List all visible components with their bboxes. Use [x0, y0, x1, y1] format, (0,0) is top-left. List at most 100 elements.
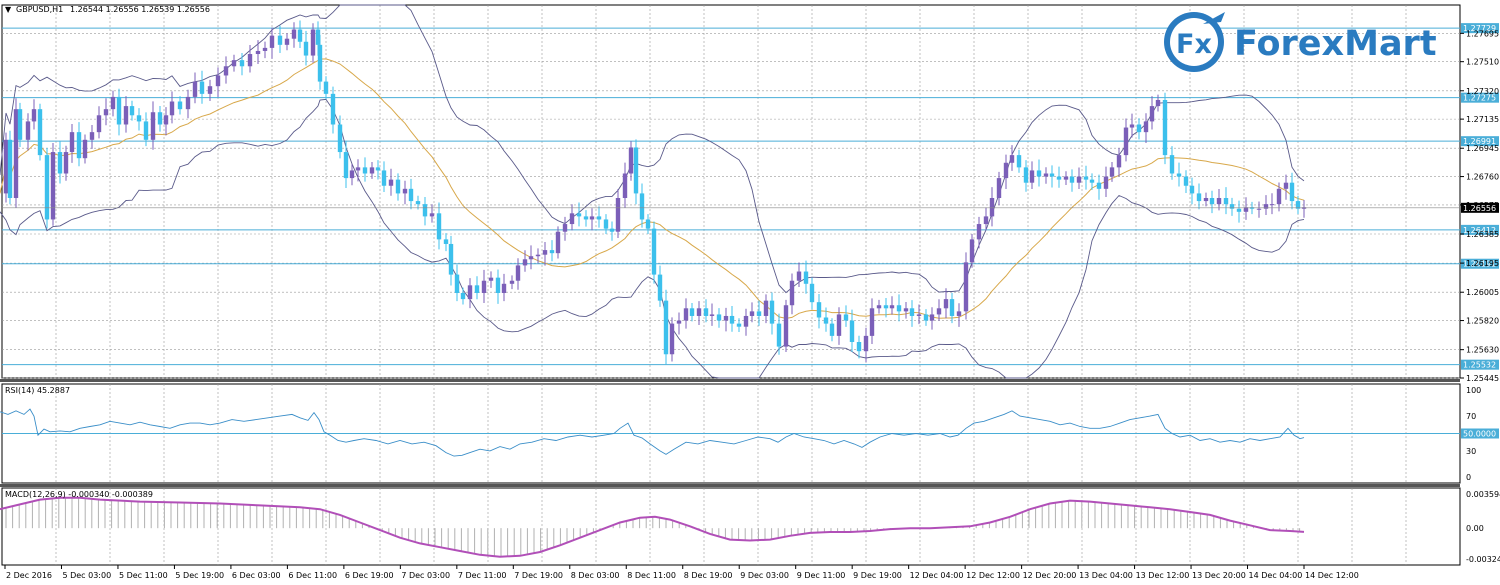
candle-bear	[1049, 173, 1055, 177]
candle-bull	[796, 271, 802, 281]
candle-bull	[903, 308, 909, 312]
candle-bull	[562, 224, 568, 232]
candle-bull	[783, 305, 789, 347]
candle-bull	[1043, 173, 1049, 177]
candle-bull	[542, 250, 548, 255]
candle-bear	[703, 308, 709, 316]
candle-bull	[349, 170, 355, 179]
candle-bull	[535, 254, 541, 257]
candle-bull	[555, 231, 561, 254]
candle-bull	[123, 106, 129, 125]
candle-bull	[1155, 99, 1161, 107]
candle-bull	[763, 300, 769, 316]
rsi-level-box	[1461, 428, 1499, 439]
level-label: 1.27729	[1463, 24, 1496, 33]
candle-bull	[185, 96, 191, 110]
candle-bull	[976, 224, 982, 240]
candle-bull	[509, 280, 515, 284]
time-tick-label: 12 Dec 04:00	[910, 571, 964, 580]
time-tick-label: 13 Dec 12:00	[1136, 571, 1190, 580]
candle-bull	[150, 112, 156, 140]
candle-bear	[603, 219, 609, 229]
price-tick-label: 1.27510	[1466, 58, 1499, 67]
current-price-box	[1461, 202, 1499, 213]
candle-bear	[843, 314, 849, 321]
time-tick-label: 5 Dec 03:00	[62, 571, 111, 580]
bollinger-bands	[0, 4, 1305, 379]
logo-mark: Fx	[1176, 29, 1212, 60]
chart-title: GBPUSD,H1	[16, 5, 63, 14]
candle-bull	[1003, 162, 1009, 179]
candle-bear	[37, 109, 43, 156]
candle-bull	[1009, 155, 1015, 163]
candles	[3, 20, 1307, 365]
candle-bull	[996, 178, 1002, 199]
candle-bull	[1029, 170, 1035, 183]
candle-bear	[362, 167, 368, 174]
candle-bull	[1256, 208, 1262, 210]
candle-bull	[25, 121, 31, 140]
rsi-panel: 50.0000	[0, 408, 1499, 457]
candle-bear	[177, 101, 183, 110]
candle-bull	[1149, 106, 1155, 122]
candle-bull	[1076, 176, 1082, 183]
candle-bull	[528, 256, 534, 260]
candle-bull	[69, 132, 75, 153]
chart-menu-icon[interactable]: ▼	[5, 5, 12, 14]
candle-bear	[1236, 208, 1242, 212]
candle-bear	[1136, 124, 1142, 133]
candle-bear	[443, 239, 449, 244]
candle-bear	[330, 93, 336, 125]
candle-bear	[408, 188, 414, 202]
candle-bear	[736, 323, 742, 327]
time-tick-label: 6 Dec 19:00	[345, 571, 394, 580]
rsi-tick-label: 30	[1466, 447, 1476, 456]
candle-bear	[1083, 176, 1089, 180]
candle-bull	[1109, 167, 1115, 177]
candle-bear	[549, 250, 555, 254]
candle-bull	[889, 305, 895, 309]
time-tick-label: 9 Dec 03:00	[740, 571, 789, 580]
candle-bull	[969, 239, 975, 263]
candle-bear	[116, 96, 122, 125]
candle-bear	[633, 147, 639, 194]
candle-bull	[467, 285, 473, 300]
candle-bull	[82, 139, 88, 159]
candle-bull	[31, 109, 37, 122]
candle-bear	[239, 60, 245, 67]
price-tick-label: 1.27135	[1466, 115, 1499, 124]
candle-bull	[515, 265, 521, 281]
candle-bull	[310, 29, 316, 56]
price-tick-label: 1.26005	[1466, 288, 1499, 297]
candle-bear	[375, 167, 381, 171]
candle-bear	[454, 274, 460, 293]
time-tick-label: 5 Dec 11:00	[119, 571, 168, 580]
time-tick-label: 5 Dec 19:00	[175, 571, 224, 580]
price-tick-label: 1.27695	[1466, 29, 1499, 38]
rsi-level-label: 50.0000	[1463, 430, 1496, 439]
rsi-tick-label: 70	[1466, 412, 1476, 421]
candle-bear	[199, 81, 205, 94]
candle-bull	[488, 277, 494, 281]
candle-bull	[869, 308, 875, 336]
candle-bear	[7, 139, 13, 199]
time-tick-label: 9 Dec 11:00	[797, 571, 846, 580]
candle-bear	[57, 152, 63, 174]
candle-bull	[723, 315, 729, 321]
axes: 1.27695 1.27510 1.27320 1.27135 1.26945 1.267…	[2, 29, 1500, 580]
candle-bull	[481, 280, 487, 293]
candle-bull	[963, 262, 969, 312]
time-tick-label: 6 Dec 11:00	[288, 571, 337, 580]
logo-circle-inner	[1170, 18, 1218, 66]
candle-bear	[809, 283, 815, 303]
candle-bull	[247, 54, 253, 67]
time-tick-label: 14 Dec 04:00	[1249, 571, 1303, 580]
candle-bull	[1216, 198, 1222, 205]
level-label: 1.26991	[1463, 137, 1496, 146]
brand-name: ForexMart	[1234, 24, 1437, 64]
candle-bear	[1183, 176, 1189, 186]
candle-bull	[291, 29, 297, 39]
price-tick-label: 1.25445	[1466, 374, 1499, 383]
candle-bull	[1269, 204, 1275, 206]
